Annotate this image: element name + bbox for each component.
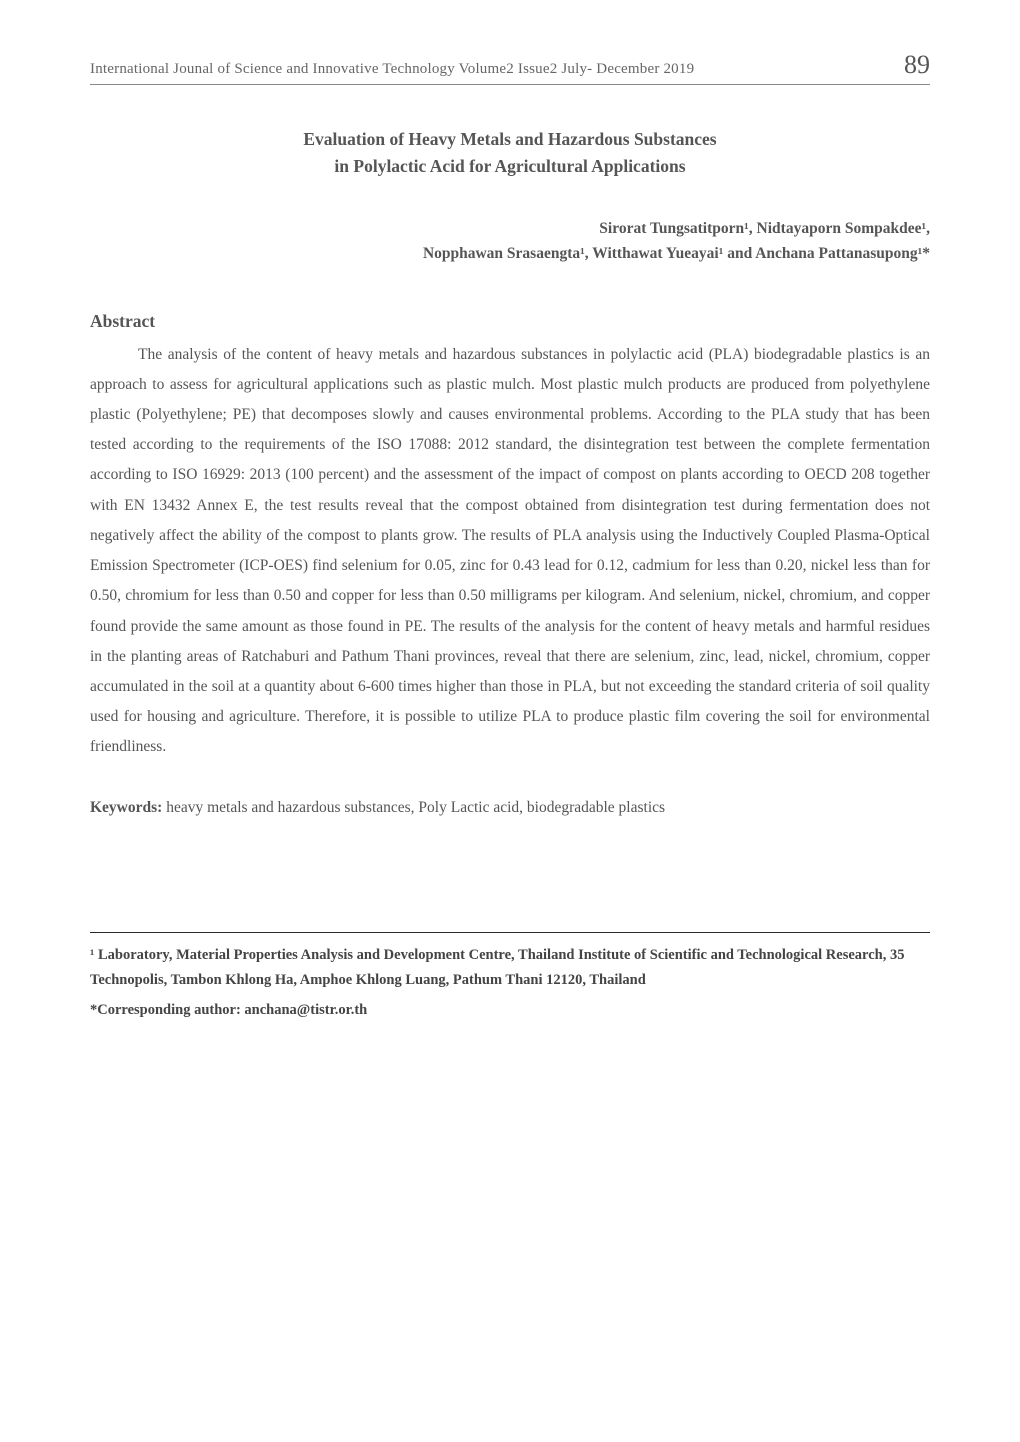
page-number: 89 (904, 50, 930, 80)
authors-line1: Sirorat Tungsatitporn¹, Nidtayaporn Somp… (90, 217, 930, 242)
journal-title: International Jounal of Science and Inno… (90, 61, 694, 78)
affiliation: ¹ Laboratory, Material Properties Analys… (90, 943, 930, 992)
keywords-text: heavy metals and hazardous substances, P… (162, 799, 665, 816)
keywords-line: Keywords: heavy metals and hazardous sub… (90, 793, 930, 822)
paper-title-line2: in Polylactic Acid for Agricultural Appl… (90, 156, 930, 177)
footnote-rule (90, 932, 930, 933)
keywords-label: Keywords: (90, 799, 162, 816)
page-header: International Jounal of Science and Inno… (90, 50, 930, 85)
authors-line2: Nopphawan Srasaengta¹, Witthawat Yueayai… (90, 242, 930, 267)
corresponding-author: *Corresponding author: anchana@tistr.or.… (90, 998, 930, 1023)
authors-block: Sirorat Tungsatitporn¹, Nidtayaporn Somp… (90, 217, 930, 267)
abstract-heading: Abstract (90, 311, 930, 332)
paper-title-line1: Evaluation of Heavy Metals and Hazardous… (90, 129, 930, 150)
abstract-body: The analysis of the content of heavy met… (90, 340, 930, 763)
